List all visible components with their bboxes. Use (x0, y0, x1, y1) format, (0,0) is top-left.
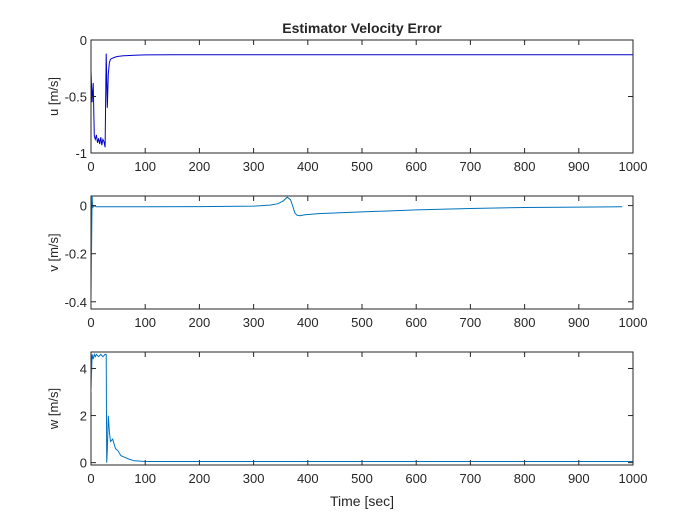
y-tick-label: -0.5 (65, 90, 87, 105)
x-tick-label: 100 (134, 471, 156, 486)
x-tick-label: 200 (189, 159, 211, 174)
y-tick-label: 2 (80, 409, 87, 424)
x-tick-label: 100 (134, 159, 156, 174)
x-tick-label: 700 (460, 315, 482, 330)
x-tick-label: 800 (514, 471, 536, 486)
x-tick-label: 300 (243, 315, 265, 330)
x-tick-label: 800 (514, 159, 536, 174)
x-tick-label: 0 (87, 471, 94, 486)
y-tick-label: 0 (80, 33, 87, 48)
x-tick-label: 400 (297, 315, 319, 330)
axes-box (90, 195, 634, 310)
x-tick-label: 1000 (619, 315, 648, 330)
x-tick-label: 900 (568, 315, 590, 330)
x-tick-label: 600 (405, 315, 427, 330)
x-tick-label: 600 (405, 159, 427, 174)
x-tick-label: 800 (514, 315, 536, 330)
x-tick-label: 200 (189, 315, 211, 330)
x-tick-label: 300 (243, 159, 265, 174)
series-line (91, 352, 633, 463)
axes-box (90, 351, 634, 466)
x-tick-label: 500 (351, 471, 373, 486)
x-tick-label: 300 (243, 471, 265, 486)
series-line (91, 53, 633, 148)
y-axis-label: v [m/s] (46, 233, 61, 271)
x-tick-label: 0 (87, 315, 94, 330)
x-tick-label: 500 (351, 315, 373, 330)
x-tick-label: 500 (351, 159, 373, 174)
y-tick-label: -1 (75, 146, 87, 161)
axes-box (90, 39, 634, 154)
y-axis-label: u [m/s] (46, 77, 61, 116)
x-tick-label: 700 (460, 471, 482, 486)
x-tick-label: 400 (297, 471, 319, 486)
x-tick-label: 200 (189, 471, 211, 486)
y-tick-label: -0.2 (65, 247, 87, 262)
x-tick-label: 400 (297, 159, 319, 174)
subplot-v: 0 100 200 300 400 500 600 700 800 900 1000 0 -0.2 -0.… (46, 195, 648, 330)
x-tick-label: 900 (568, 159, 590, 174)
x-tick-label: 100 (134, 315, 156, 330)
x-tick-label: 1000 (619, 159, 648, 174)
x-tick-label: 0 (87, 159, 94, 174)
subplot-u: 0 100 200 300 400 500 600 700 800 900 1000 0 -0.5 -1 u… (46, 33, 647, 174)
y-tick-label: 0 (80, 456, 87, 471)
chart-title: Estimator Velocity Error (282, 20, 442, 36)
y-axis-label: w [m/s] (46, 388, 61, 430)
x-axis-label: Time [sec] (330, 493, 394, 509)
x-tick-label: 900 (568, 471, 590, 486)
x-tick-label: 700 (460, 159, 482, 174)
subplot-w: 0 100 200 300 400 500 600 700 800 900 1000 0 2 4 w [m/… (46, 351, 648, 486)
x-tick-label: 1000 (619, 471, 648, 486)
y-tick-label: 4 (80, 361, 87, 376)
y-tick-label: -0.4 (65, 295, 87, 310)
x-tick-label: 600 (405, 471, 427, 486)
y-tick-label: 0 (80, 199, 87, 214)
